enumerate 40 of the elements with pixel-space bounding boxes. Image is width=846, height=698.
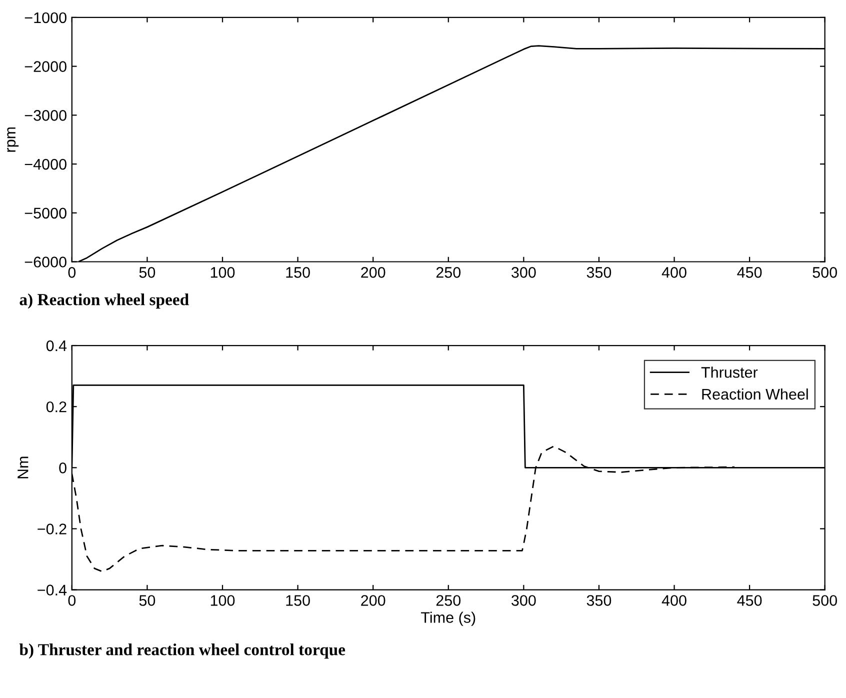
x-tick-label: 200	[361, 595, 386, 606]
y-tick-label: 0.2	[46, 401, 66, 412]
y-tick-label: −6000	[24, 256, 66, 268]
y-tick-label: −2000	[24, 61, 66, 72]
y-axis-title: rpm	[7, 127, 19, 152]
x-tick-label: 200	[361, 267, 386, 278]
x-tick-label: 450	[737, 267, 762, 278]
y-tick-label: −5000	[24, 208, 66, 219]
text: a) Reaction wheel speed	[20, 294, 189, 309]
x-tick-label: 500	[812, 595, 837, 606]
y-tick-label: −3000	[24, 110, 66, 121]
y-tick-label: 0.4	[46, 340, 67, 352]
x-tick-label: 50	[139, 595, 156, 606]
x-tick-label: 500	[812, 267, 837, 278]
x-tick-label: 100	[210, 267, 235, 278]
y-tick-label: −1000	[24, 12, 66, 24]
legend-label: Thruster	[701, 366, 758, 378]
x-tick-label: 100	[210, 595, 235, 606]
x-tick-label: 450	[737, 595, 762, 606]
x-tick-label: 150	[286, 267, 310, 278]
x-tick-label: 50	[139, 267, 156, 278]
x-tick-label: 400	[662, 595, 686, 606]
x-tick-label: 300	[512, 267, 536, 278]
x-tick-label: 250	[436, 267, 461, 278]
x-tick-label: 350	[586, 595, 612, 606]
x-tick-label: 400	[662, 267, 686, 278]
x-tick-label: 0	[68, 595, 76, 606]
x-tick-label: 350	[586, 267, 612, 278]
x-tick-label: 0	[68, 267, 76, 278]
x-tick-label: 250	[436, 595, 461, 606]
y-tick-label: −4000	[24, 158, 66, 170]
x-tick-label: 150	[286, 595, 310, 606]
y-tick-label: −0.4	[38, 584, 67, 596]
x-axis-title: Time (s)	[421, 612, 476, 626]
x-tick-label: 300	[512, 595, 536, 606]
legend-label: Reaction Wheel	[702, 388, 808, 400]
text: b) Thruster and reaction wheel control torque	[19, 644, 346, 659]
y-tick-label: −0.2	[38, 524, 66, 534]
y-axis-title: Nm	[18, 456, 28, 478]
y-tick-label: 0	[59, 462, 66, 474]
